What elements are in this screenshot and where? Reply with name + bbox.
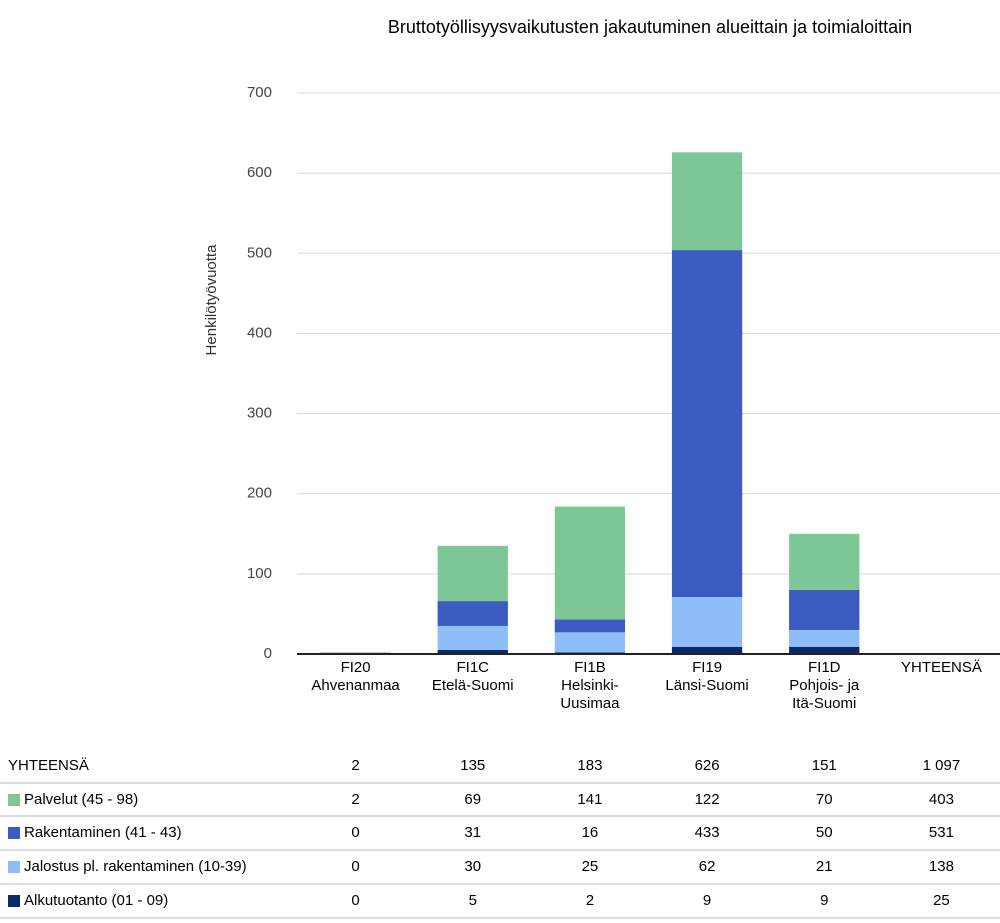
y-tick-label: 600 [247, 164, 272, 181]
x-tick-label: Uusimaa [560, 695, 620, 712]
bar-segment [437, 601, 508, 626]
table-cell: 122 [695, 791, 720, 808]
table-cell: 0 [351, 858, 359, 875]
legend-swatch [8, 794, 20, 806]
table-cell: 16 [582, 824, 599, 841]
x-tick-label: FI20 [341, 659, 371, 676]
table-cell: 626 [695, 757, 720, 774]
x-tick-label: Itä-Suomi [792, 695, 856, 712]
bar-segment [554, 632, 626, 653]
table-cell: 9 [703, 892, 711, 909]
table-cell: 151 [812, 757, 837, 774]
table-cell: 2 [351, 791, 359, 808]
x-tick-label: FI1C [456, 659, 489, 676]
x-tick-label: Helsinki- [561, 677, 619, 694]
table-cell: 1 097 [923, 757, 961, 774]
table-cell: 403 [929, 791, 954, 808]
bar-segment [671, 250, 743, 598]
legend-label: Alkutuotanto (01 - 09) [24, 892, 168, 909]
table-cell: 2 [586, 892, 594, 909]
y-tick-label: 300 [247, 405, 272, 422]
bar-segment [554, 506, 626, 620]
y-tick-label: 700 [247, 84, 272, 101]
table-cell: 138 [929, 858, 954, 875]
legend-label: Rakentaminen (41 - 43) [24, 824, 182, 841]
table-cell: 50 [816, 824, 833, 841]
table-cell: 21 [816, 858, 833, 875]
table-cell: 30 [464, 858, 481, 875]
legend-swatch [8, 827, 20, 839]
x-tick-label: Pohjois- ja [789, 677, 860, 694]
bar-segment [554, 619, 626, 633]
bar-segment [671, 597, 743, 647]
bar-segment [437, 545, 508, 602]
table-cell: 0 [351, 892, 359, 909]
x-tick-label: YHTEENSÄ [901, 659, 982, 676]
x-tick-label: FI1D [808, 659, 841, 676]
legend-swatch [8, 861, 20, 873]
table-cell: 141 [577, 791, 602, 808]
table-cell: 69 [464, 791, 481, 808]
table-row-label: YHTEENSÄ [8, 757, 89, 774]
table-cell: 2 [351, 757, 359, 774]
y-tick-label: 200 [247, 485, 272, 502]
y-tick-label: 0 [264, 645, 272, 662]
bar-segment [789, 646, 860, 654]
table-cell: 70 [816, 791, 833, 808]
table-cell: 135 [460, 757, 485, 774]
chart-title: Bruttotyöllisyysvaikutusten jakautuminen… [388, 17, 912, 37]
bar-segment [789, 629, 860, 647]
table-cell: 183 [577, 757, 602, 774]
table-cell: 5 [469, 892, 477, 909]
bar-segment [437, 649, 508, 654]
legend-label: Palvelut (45 - 98) [24, 791, 138, 808]
table-cell: 531 [929, 824, 954, 841]
table-cell: 9 [820, 892, 828, 909]
x-tick-label: Etelä-Suomi [432, 677, 514, 694]
y-tick-label: 500 [247, 244, 272, 261]
y-tick-label: 100 [247, 565, 272, 582]
legend-label: Jalostus pl. rakentaminen (10-39) [24, 858, 247, 875]
legend-swatch [8, 895, 20, 907]
bar-segment [671, 152, 743, 251]
table-cell: 25 [933, 892, 950, 909]
table-cell: 62 [699, 858, 716, 875]
x-tick-label: Ahvenanmaa [311, 677, 400, 694]
table-cell: 0 [351, 824, 359, 841]
x-tick-label: FI19 [692, 659, 722, 676]
bar-segment [671, 646, 743, 654]
bar-segment [437, 625, 508, 650]
table-cell: 31 [464, 824, 481, 841]
table-cell: 25 [582, 858, 599, 875]
x-tick-label: FI1B [574, 659, 606, 676]
bar-segment [789, 589, 860, 630]
x-tick-label: Länsi-Suomi [665, 677, 748, 694]
table-cell: 433 [695, 824, 720, 841]
bar-segment [789, 533, 860, 590]
y-tick-label: 400 [247, 324, 272, 341]
y-axis-title: Henkilötyövuotta [203, 244, 220, 356]
